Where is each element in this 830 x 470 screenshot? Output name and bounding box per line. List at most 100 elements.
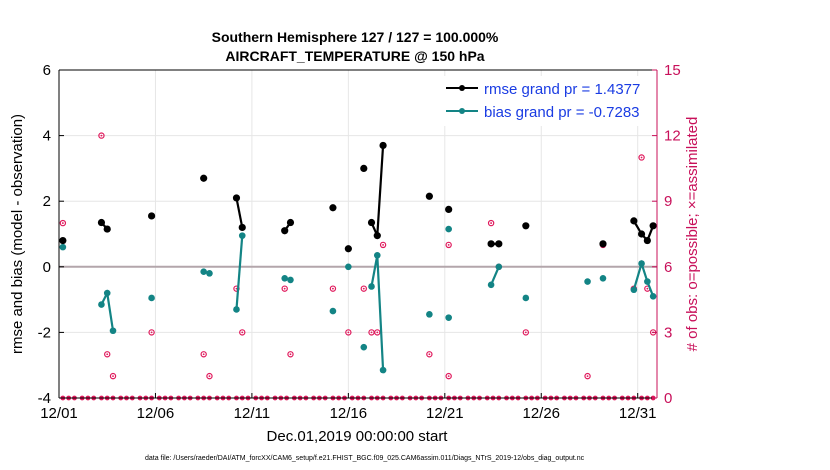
obs-possible-point xyxy=(329,285,337,292)
x-axis-label: Dec.01,2019 00:00:00 start xyxy=(267,428,449,445)
bias-point xyxy=(345,263,352,271)
legend-rmse-label: rmse grand pr = 1.4377 xyxy=(484,81,640,98)
rmse-point xyxy=(147,212,156,220)
obs-possible-dot xyxy=(428,353,431,356)
chart-title: Southern Hemisphere 127 / 127 = 100.000% xyxy=(212,29,499,45)
bias-point xyxy=(281,274,288,282)
x-tick-label: 12/06 xyxy=(137,405,175,422)
obs-possible-dot xyxy=(370,331,373,334)
rmse-point xyxy=(522,222,530,230)
y-tick-label: -2 xyxy=(38,324,51,341)
bias-point xyxy=(109,327,117,335)
legend-bias-label: bias grand pr = -0.7283 xyxy=(484,104,640,121)
obs-possible-dot xyxy=(61,222,64,224)
obs-possible-dot xyxy=(235,287,238,290)
obs-possible-dot xyxy=(283,287,286,290)
rmse-point xyxy=(630,217,638,225)
obs-possible-point xyxy=(345,329,352,336)
obs-possible-dot xyxy=(100,134,103,137)
y-axis-label: rmse and bias (model - observation) xyxy=(9,114,26,354)
obs-possible-point xyxy=(104,351,111,358)
obs-possible-dot xyxy=(376,331,379,334)
obs-possible-dot xyxy=(106,353,109,356)
rmse-point xyxy=(232,194,241,202)
rmse-point xyxy=(329,204,337,212)
rmse-point xyxy=(487,240,495,248)
y-tick-label: -4 xyxy=(38,390,51,407)
obs-possible-dot xyxy=(586,375,589,378)
rmse-point xyxy=(286,218,295,227)
rmse-point xyxy=(373,232,381,240)
bias-point xyxy=(445,225,452,233)
rmse-point xyxy=(59,236,67,245)
rmse-point xyxy=(367,218,376,227)
y2-axis-label: # of obs: o=possible; ×=assimilated xyxy=(684,117,701,352)
bias-point xyxy=(287,276,294,284)
obs-possible-dot xyxy=(640,156,643,159)
obs-possible-point xyxy=(584,372,591,380)
obs-possible-point xyxy=(59,219,67,227)
obs-possible-dot xyxy=(362,287,365,290)
rmse-point xyxy=(344,245,352,253)
rmse-line xyxy=(235,197,244,228)
obs-possible-point xyxy=(148,329,155,336)
y-ticks: -4 -2 0 2 4 6 xyxy=(38,62,64,407)
obs-possible-dot xyxy=(447,244,450,246)
obs-possible-point xyxy=(445,241,452,249)
rmse-point xyxy=(425,192,433,200)
bias-point xyxy=(373,252,381,259)
obs-possible-point xyxy=(200,351,207,358)
legend-box xyxy=(438,76,652,126)
obs-possible-dot xyxy=(524,331,527,334)
obs-possible-dot xyxy=(490,222,493,224)
y2-tick-label: 12 xyxy=(664,128,681,145)
x-tick-label: 12/11 xyxy=(234,405,270,422)
obs-possible-point xyxy=(281,285,288,292)
obs-possible-dot xyxy=(150,331,153,334)
obs-possible-point xyxy=(287,351,294,358)
bias-point xyxy=(584,278,591,285)
rmse-point xyxy=(97,218,106,227)
obs-possible-point xyxy=(374,329,381,336)
rmse-point xyxy=(360,164,368,172)
rmse-line xyxy=(632,220,655,243)
y2-tick-label: 9 xyxy=(664,193,672,210)
obs-possible-dot xyxy=(447,375,450,378)
obs-possible-point xyxy=(522,329,530,336)
y-tick-label: 0 xyxy=(43,259,51,276)
legend-rmse-marker xyxy=(459,85,465,91)
data-file-footer: data file: /Users/raeder/DAI/ATM_forcXX/… xyxy=(145,455,585,462)
rmse-point xyxy=(379,141,387,150)
obs-possible-dot xyxy=(202,353,205,356)
bias-point xyxy=(630,286,638,294)
bias-point xyxy=(522,294,530,302)
x-ticks: 12/01 12/06 12/11 12/16 12/21 12/26 12/31 xyxy=(40,393,656,422)
rmse-point xyxy=(103,225,111,233)
legend: rmse grand pr = 1.4377 bias grand pr = -… xyxy=(438,76,652,126)
bias-point xyxy=(445,314,452,321)
bias-point xyxy=(206,270,213,277)
bias-point xyxy=(148,294,155,302)
bias-point xyxy=(649,293,657,300)
rmse-point xyxy=(445,205,453,213)
obs-possible-dot xyxy=(112,375,114,378)
bias-point xyxy=(238,232,246,239)
y2-tick-label: 3 xyxy=(664,324,672,341)
rmse-point xyxy=(495,240,503,248)
obs-possible-point xyxy=(239,329,246,336)
bias-point xyxy=(487,281,495,289)
y2-tick-label: 15 xyxy=(664,62,681,79)
obs-possible-dot xyxy=(382,244,384,246)
obs-possible-point xyxy=(487,219,495,227)
obs-possible-point xyxy=(360,285,367,292)
bias-point xyxy=(638,260,645,267)
bias-point xyxy=(98,301,105,308)
x-tick-label: 12/26 xyxy=(522,405,560,422)
bias-point xyxy=(103,289,111,297)
rmse-point xyxy=(200,174,208,182)
rmse-point xyxy=(649,222,657,230)
y-tick-label: 4 xyxy=(43,128,51,145)
obs-possible-dot xyxy=(347,331,350,334)
rmse-point xyxy=(643,236,651,245)
bias-point xyxy=(599,274,607,282)
